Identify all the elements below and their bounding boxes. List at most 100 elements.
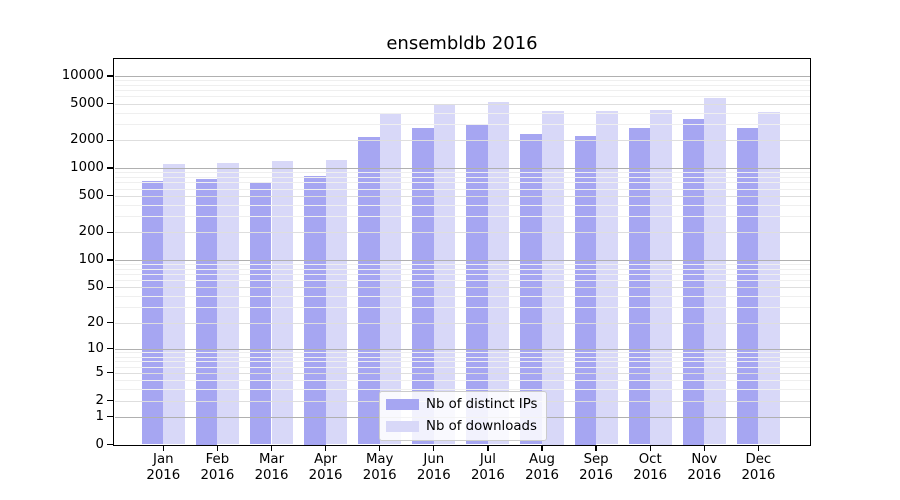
gridline-7000 bbox=[114, 90, 810, 92]
x-tick-May bbox=[379, 446, 381, 451]
gridline-70 bbox=[114, 274, 810, 275]
y-tick-label-0: 0 bbox=[95, 436, 104, 452]
y-tick-5000 bbox=[107, 103, 113, 105]
gridline-5000 bbox=[114, 103, 810, 105]
y-tick-1000 bbox=[107, 167, 113, 169]
x-tick-Jan bbox=[162, 446, 164, 451]
bar-downloads-Jan bbox=[163, 163, 185, 445]
gridline-7 bbox=[114, 361, 810, 363]
x-tick-label-Oct: Oct 2016 bbox=[633, 452, 668, 483]
x-tick-Oct bbox=[649, 446, 651, 451]
gridline-900 bbox=[114, 172, 810, 174]
y-tick-20 bbox=[107, 322, 113, 324]
y-tick-0 bbox=[107, 443, 113, 446]
y-tick-2000 bbox=[107, 139, 113, 142]
y-tick-label-5000: 5000 bbox=[70, 95, 104, 111]
x-tick-label-Jul: Jul 2016 bbox=[470, 452, 505, 483]
gridline-8000 bbox=[114, 84, 810, 86]
legend-swatch-distinct-ips bbox=[386, 399, 419, 410]
gridline-600 bbox=[114, 188, 810, 190]
y-tick-label-10: 10 bbox=[87, 340, 104, 356]
x-tick-label-Mar: Mar 2016 bbox=[254, 452, 289, 483]
y-tick-label-2: 2 bbox=[95, 392, 104, 408]
y-tick-500 bbox=[107, 195, 113, 197]
gridline-50 bbox=[114, 287, 810, 289]
chart-title: ensembldb 2016 bbox=[386, 33, 538, 54]
y-tick-50 bbox=[107, 286, 113, 288]
y-tick-100 bbox=[107, 259, 113, 261]
plot-border bbox=[113, 58, 811, 446]
grid-layer bbox=[114, 60, 810, 445]
bar-downloads-Jul bbox=[487, 101, 510, 445]
gridline-9000 bbox=[114, 80, 810, 82]
gridline-800 bbox=[114, 177, 810, 178]
gridline-9 bbox=[114, 352, 810, 354]
gridline-400 bbox=[114, 204, 810, 206]
gridline-4000 bbox=[114, 112, 810, 114]
gridline-200 bbox=[114, 232, 810, 234]
gridline-3000 bbox=[114, 124, 810, 126]
x-tick-label-Sep: Sep 2016 bbox=[579, 452, 614, 483]
gridline-30 bbox=[114, 307, 810, 309]
x-tick-label-Jan: Jan 2016 bbox=[146, 452, 181, 483]
y-tick-200 bbox=[107, 231, 113, 233]
legend: Nb of distinct IPs Nb of downloads bbox=[379, 391, 547, 441]
x-tick-Sep bbox=[595, 446, 597, 451]
y-tick-label-500: 500 bbox=[78, 187, 104, 203]
x-tick-Jun bbox=[433, 446, 435, 451]
y-tick-label-20: 20 bbox=[87, 314, 104, 330]
gridline-2000 bbox=[114, 140, 810, 142]
y-tick-2 bbox=[107, 399, 113, 402]
x-tick-label-May: May 2016 bbox=[362, 452, 397, 483]
gridline-300 bbox=[114, 216, 810, 218]
gridline-5 bbox=[114, 372, 810, 374]
gridline-40 bbox=[114, 295, 810, 297]
bar-distinct-ips-Apr bbox=[304, 176, 326, 445]
y-tick-label-10000: 10000 bbox=[61, 68, 104, 83]
gridline-100 bbox=[114, 259, 810, 261]
y-tick-label-1000: 1000 bbox=[70, 160, 104, 176]
bar-distinct-ips-Jun bbox=[412, 127, 434, 445]
y-tick-label-50: 50 bbox=[87, 279, 104, 295]
y-tick-5 bbox=[107, 372, 113, 374]
x-tick-Nov bbox=[703, 446, 705, 451]
gridline-4 bbox=[114, 380, 810, 382]
bar-distinct-ips-Oct bbox=[628, 127, 651, 445]
gridline-80 bbox=[114, 268, 810, 270]
gridline-700 bbox=[114, 182, 810, 184]
bar-distinct-ips-Nov bbox=[682, 119, 705, 445]
y-tick-1 bbox=[107, 416, 113, 418]
gridline-60 bbox=[114, 280, 810, 281]
bar-distinct-ips-Dec bbox=[736, 128, 759, 445]
bar-distinct-ips-Feb bbox=[195, 178, 218, 445]
bar-downloads-Aug bbox=[542, 111, 564, 445]
y-tick-label-1: 1 bbox=[95, 408, 104, 424]
x-tick-label-Nov: Nov 2016 bbox=[687, 452, 722, 483]
gridline-10000 bbox=[114, 76, 810, 77]
x-tick-Apr bbox=[324, 446, 327, 451]
x-tick-Mar bbox=[270, 446, 273, 451]
x-tick-Feb bbox=[216, 446, 219, 451]
bar-downloads-Oct bbox=[650, 110, 672, 445]
gridline-1000 bbox=[114, 168, 810, 170]
x-tick-label-Apr: Apr 2016 bbox=[308, 452, 343, 483]
gridline-20 bbox=[114, 322, 810, 324]
x-tick-label-Jun: Jun 2016 bbox=[416, 452, 451, 483]
x-tick-Aug bbox=[541, 446, 543, 451]
x-tick-Jul bbox=[487, 446, 489, 451]
x-tick-label-Dec: Dec 2016 bbox=[741, 452, 776, 483]
x-tick-Dec bbox=[757, 446, 760, 451]
bar-downloads-Nov bbox=[704, 97, 726, 445]
bar-downloads-Sep bbox=[596, 110, 618, 445]
y-tick-label-100: 100 bbox=[78, 251, 104, 267]
gridline-10 bbox=[114, 348, 810, 350]
y-tick-label-5: 5 bbox=[95, 364, 104, 380]
y-tick-10000 bbox=[107, 75, 113, 77]
gridline-90 bbox=[114, 264, 810, 265]
y-tick-label-200: 200 bbox=[78, 224, 104, 240]
legend-label-downloads: Nb of downloads bbox=[426, 419, 537, 434]
x-tick-label-Aug: Aug 2016 bbox=[525, 452, 559, 483]
y-tick-10 bbox=[107, 347, 113, 350]
y-tick-label-2000: 2000 bbox=[70, 132, 104, 148]
